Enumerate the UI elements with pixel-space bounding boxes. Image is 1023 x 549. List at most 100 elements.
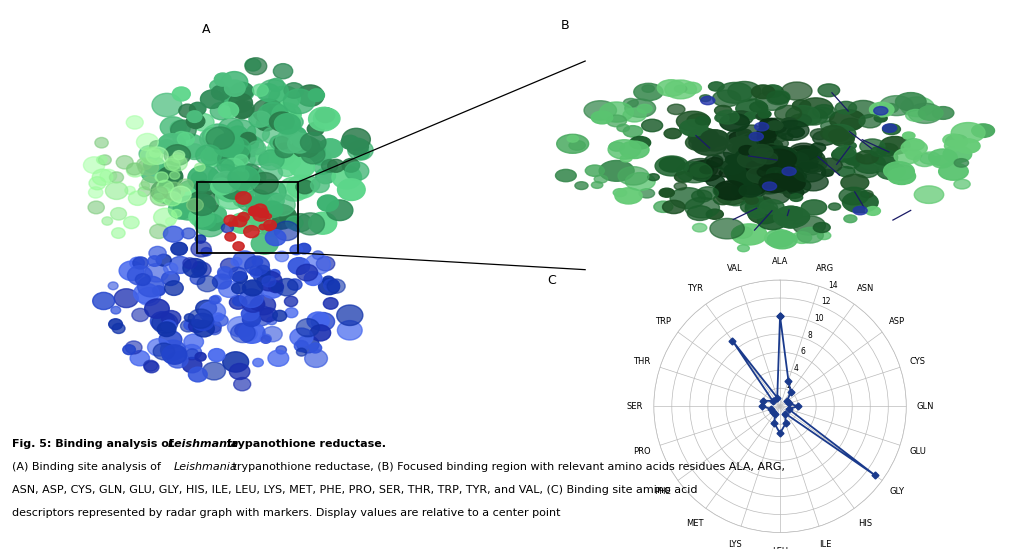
Circle shape xyxy=(788,127,804,137)
Circle shape xyxy=(297,264,318,281)
Circle shape xyxy=(186,114,205,128)
Circle shape xyxy=(152,194,165,203)
Circle shape xyxy=(914,153,936,166)
Circle shape xyxy=(172,153,184,163)
Circle shape xyxy=(231,169,249,182)
Circle shape xyxy=(256,265,270,277)
Circle shape xyxy=(249,141,266,154)
Circle shape xyxy=(625,172,655,191)
Circle shape xyxy=(158,140,175,153)
Circle shape xyxy=(758,148,786,165)
Circle shape xyxy=(235,164,262,186)
Circle shape xyxy=(249,208,257,214)
Circle shape xyxy=(342,128,370,150)
Circle shape xyxy=(623,108,647,122)
Circle shape xyxy=(818,84,840,97)
Circle shape xyxy=(782,118,798,127)
Circle shape xyxy=(769,132,786,142)
Circle shape xyxy=(184,314,194,322)
Circle shape xyxy=(267,194,296,216)
Circle shape xyxy=(668,104,685,115)
Circle shape xyxy=(276,278,298,296)
Circle shape xyxy=(824,125,856,144)
Circle shape xyxy=(126,341,142,354)
Circle shape xyxy=(782,167,796,176)
Circle shape xyxy=(746,161,776,180)
Circle shape xyxy=(254,270,270,283)
Circle shape xyxy=(793,163,826,182)
Circle shape xyxy=(756,149,782,165)
Circle shape xyxy=(218,268,232,280)
Circle shape xyxy=(764,229,794,247)
Circle shape xyxy=(767,175,789,188)
Circle shape xyxy=(153,208,177,227)
Circle shape xyxy=(623,98,638,107)
Circle shape xyxy=(793,216,826,235)
Circle shape xyxy=(162,182,185,200)
Circle shape xyxy=(173,196,204,220)
Circle shape xyxy=(225,120,256,143)
Circle shape xyxy=(767,90,790,103)
Circle shape xyxy=(184,144,205,160)
Circle shape xyxy=(158,134,185,155)
Circle shape xyxy=(308,89,324,102)
Circle shape xyxy=(747,208,765,219)
Circle shape xyxy=(195,235,206,243)
Circle shape xyxy=(219,187,232,198)
Circle shape xyxy=(754,150,776,163)
Circle shape xyxy=(138,276,164,297)
Circle shape xyxy=(821,170,833,176)
Circle shape xyxy=(173,150,185,160)
Circle shape xyxy=(297,85,324,107)
Circle shape xyxy=(659,157,684,172)
Circle shape xyxy=(284,83,304,98)
Circle shape xyxy=(164,192,181,206)
Circle shape xyxy=(943,145,972,163)
Circle shape xyxy=(688,134,718,152)
Circle shape xyxy=(102,217,113,225)
Circle shape xyxy=(233,242,244,251)
Circle shape xyxy=(262,201,283,217)
Circle shape xyxy=(292,136,319,158)
Circle shape xyxy=(808,107,835,122)
Circle shape xyxy=(763,153,776,160)
Circle shape xyxy=(152,286,165,296)
Circle shape xyxy=(759,155,776,165)
Circle shape xyxy=(726,164,761,185)
Circle shape xyxy=(265,229,285,245)
Circle shape xyxy=(713,183,739,198)
Circle shape xyxy=(205,320,221,333)
Circle shape xyxy=(152,93,182,117)
Circle shape xyxy=(693,135,726,155)
Circle shape xyxy=(714,105,731,116)
Circle shape xyxy=(732,227,752,238)
Circle shape xyxy=(250,210,256,215)
Circle shape xyxy=(240,206,271,231)
Circle shape xyxy=(179,104,195,117)
Circle shape xyxy=(757,212,788,229)
Circle shape xyxy=(234,154,249,166)
Circle shape xyxy=(774,105,801,121)
Circle shape xyxy=(182,344,202,360)
Circle shape xyxy=(268,350,288,366)
Circle shape xyxy=(259,225,266,229)
Circle shape xyxy=(313,251,323,259)
Circle shape xyxy=(623,126,642,137)
Circle shape xyxy=(219,281,239,298)
Circle shape xyxy=(706,176,724,187)
Circle shape xyxy=(297,318,319,337)
Circle shape xyxy=(762,153,782,165)
Circle shape xyxy=(888,168,916,184)
Circle shape xyxy=(685,135,713,150)
Circle shape xyxy=(138,159,159,175)
Circle shape xyxy=(297,213,324,235)
Circle shape xyxy=(796,146,821,161)
Circle shape xyxy=(267,317,277,324)
Circle shape xyxy=(189,102,206,115)
Circle shape xyxy=(753,170,777,184)
Circle shape xyxy=(221,223,233,233)
Circle shape xyxy=(746,197,773,214)
Circle shape xyxy=(247,202,276,226)
Circle shape xyxy=(190,273,205,284)
Circle shape xyxy=(766,167,785,178)
